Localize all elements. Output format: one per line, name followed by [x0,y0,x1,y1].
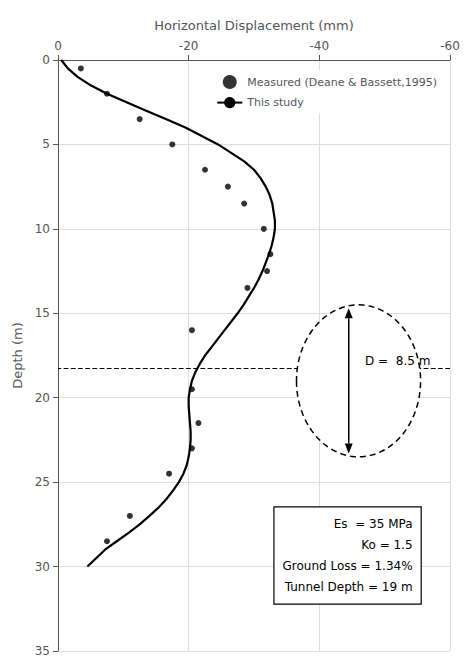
svg-text:Es = 35 MPa: Es = 35 MPa [334,517,413,531]
svg-text:Ground Loss = 1.34%: Ground Loss = 1.34% [283,559,413,573]
svg-text:0: 0 [54,39,62,53]
svg-text:5: 5 [42,137,50,151]
svg-text:20: 20 [35,391,50,405]
svg-text:10: 10 [35,222,50,236]
svg-text:-60: -60 [440,39,460,53]
svg-text:0: 0 [42,53,50,67]
svg-text:-20: -20 [179,39,199,53]
svg-text:Ko = 1.5: Ko = 1.5 [361,538,412,552]
svg-text:Measured (Deane & Bassett,1995: Measured (Deane & Bassett,1995) [247,76,437,89]
svg-text:15: 15 [35,306,50,320]
svg-text:25: 25 [35,475,50,489]
svg-text:30: 30 [35,560,50,574]
svg-text:-40: -40 [310,39,330,53]
svg-text:This study: This study [246,96,304,109]
svg-text:Tunnel Depth = 19 m: Tunnel Depth = 19 m [284,580,413,594]
svg-text:D = 8.5 m: D = 8.5 m [365,354,430,368]
svg-text:35: 35 [35,644,50,658]
svg-text:Horizontal Displacement (mm): Horizontal Displacement (mm) [154,18,353,33]
svg-text:Depth (m): Depth (m) [10,322,25,389]
